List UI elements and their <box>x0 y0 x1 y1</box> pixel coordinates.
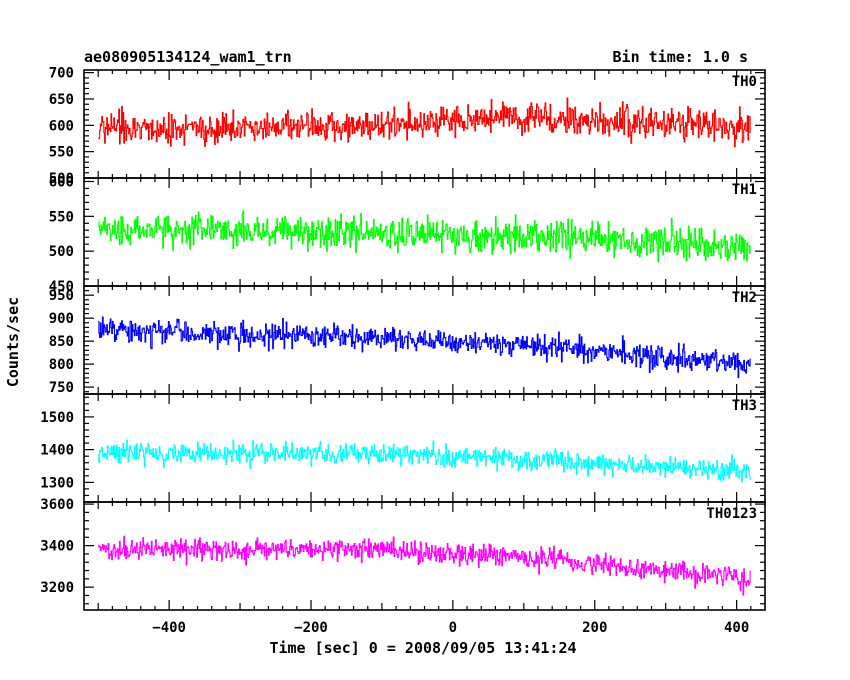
series-line-th2 <box>98 316 751 379</box>
y-tick-label: 1500 <box>40 410 74 426</box>
panel-label-th0123: TH0123 <box>706 506 757 522</box>
chart-title-right: Bin time: 1.0 s <box>613 48 748 66</box>
y-tick-label: 1400 <box>40 443 74 459</box>
series-line-th0123 <box>98 535 751 596</box>
x-tick-label: −200 <box>294 620 328 636</box>
chart-title-left: ae080905134124_wam1_trn <box>84 48 292 66</box>
y-tick-label: 750 <box>49 380 74 396</box>
series-line-th1 <box>98 210 751 263</box>
series-line-th0 <box>98 97 751 148</box>
panel-label-th3: TH3 <box>732 398 757 414</box>
panels-layer <box>98 97 751 596</box>
y-tick-label: 550 <box>49 145 74 161</box>
axis-layer: TH0 500 550 600 650 700 TH1 450 500 550 600 TH2 750 8… <box>40 66 766 636</box>
y-tick-label: 1300 <box>40 475 74 491</box>
y-tick-label: 850 <box>49 334 74 350</box>
x-tick-label: 0 <box>449 620 457 636</box>
x-axis-label: Time [sec] 0 = 2008/09/05 13:41:24 <box>269 639 576 657</box>
y-tick-label: 700 <box>49 66 74 82</box>
y-tick-label: 900 <box>49 311 74 327</box>
y-tick-label: 3400 <box>40 539 74 555</box>
x-tick-label: 200 <box>582 620 607 636</box>
panel-label-th1: TH1 <box>732 182 757 198</box>
y-tick-label: 500 <box>49 244 74 260</box>
panel-label-th0: TH0 <box>732 74 757 90</box>
y-tick-label: 650 <box>49 92 74 108</box>
y-tick-label: 450 <box>49 279 74 295</box>
series-line-th3 <box>98 439 751 483</box>
y-tick-label: 3600 <box>40 497 74 513</box>
panel-frame-th1 <box>83 177 766 287</box>
y-tick-label: 950 <box>49 288 74 304</box>
x-tick-label: 400 <box>724 620 749 636</box>
y-tick-label: 550 <box>49 209 74 225</box>
y-axis-label: Counts/sec <box>4 297 22 387</box>
y-tick-label: 600 <box>49 174 74 190</box>
y-tick-label: 800 <box>49 357 74 373</box>
y-tick-label: 3200 <box>40 580 74 596</box>
x-tick-label: −400 <box>152 620 186 636</box>
y-tick-label: 600 <box>49 118 74 134</box>
y-tick-label: 500 <box>49 171 74 187</box>
panel-label-th2: TH2 <box>732 290 757 306</box>
